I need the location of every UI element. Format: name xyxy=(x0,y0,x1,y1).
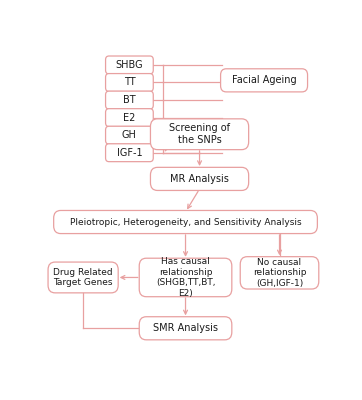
FancyBboxPatch shape xyxy=(106,126,153,144)
Text: IGF-1: IGF-1 xyxy=(117,148,142,158)
Text: GH: GH xyxy=(122,130,137,140)
Text: Has causal
relationship
(SHGB,TT,BT,
E2): Has causal relationship (SHGB,TT,BT, E2) xyxy=(156,257,215,298)
Text: TT: TT xyxy=(123,78,135,88)
Text: SMR Analysis: SMR Analysis xyxy=(153,323,218,333)
FancyBboxPatch shape xyxy=(139,258,232,297)
FancyBboxPatch shape xyxy=(106,56,153,74)
Text: Screening of
the SNPs: Screening of the SNPs xyxy=(169,124,230,145)
Text: BT: BT xyxy=(123,95,136,105)
Text: Pleiotropic, Heterogeneity, and Sensitivity Analysis: Pleiotropic, Heterogeneity, and Sensitiv… xyxy=(70,218,301,226)
Text: E2: E2 xyxy=(123,113,136,123)
Text: Drug Related
Target Genes: Drug Related Target Genes xyxy=(53,268,113,287)
FancyBboxPatch shape xyxy=(139,317,232,340)
FancyBboxPatch shape xyxy=(106,91,153,109)
FancyBboxPatch shape xyxy=(151,167,249,190)
Text: MR Analysis: MR Analysis xyxy=(170,174,229,184)
Text: No causal
relationship
(GH,IGF-1): No causal relationship (GH,IGF-1) xyxy=(253,258,306,288)
Text: SHBG: SHBG xyxy=(115,60,143,70)
FancyBboxPatch shape xyxy=(220,69,308,92)
FancyBboxPatch shape xyxy=(54,210,317,234)
FancyBboxPatch shape xyxy=(240,257,319,289)
FancyBboxPatch shape xyxy=(106,109,153,126)
Text: Facial Ageing: Facial Ageing xyxy=(232,75,296,85)
FancyBboxPatch shape xyxy=(48,262,118,293)
FancyBboxPatch shape xyxy=(106,74,153,92)
FancyBboxPatch shape xyxy=(151,119,249,150)
FancyBboxPatch shape xyxy=(106,144,153,162)
